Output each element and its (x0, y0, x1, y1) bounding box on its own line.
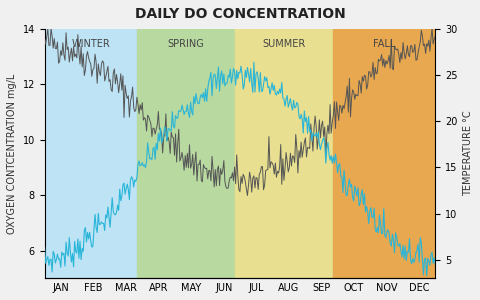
Text: SUMMER: SUMMER (262, 39, 305, 49)
Text: SPRING: SPRING (168, 39, 204, 49)
Bar (137, 29, 235, 278)
Text: FALL: FALL (373, 39, 395, 49)
Bar (333, 29, 435, 278)
Text: WINTER: WINTER (72, 39, 110, 49)
Y-axis label: TEMPERATURE °C: TEMPERATURE °C (463, 111, 473, 196)
Y-axis label: OXYGEN CONTCENTRATION mg/L: OXYGEN CONTCENTRATION mg/L (7, 74, 17, 234)
Title: DAILY DO CONCENTRATION: DAILY DO CONCENTRATION (134, 7, 345, 21)
Bar (235, 29, 333, 278)
Bar (45, 29, 137, 278)
